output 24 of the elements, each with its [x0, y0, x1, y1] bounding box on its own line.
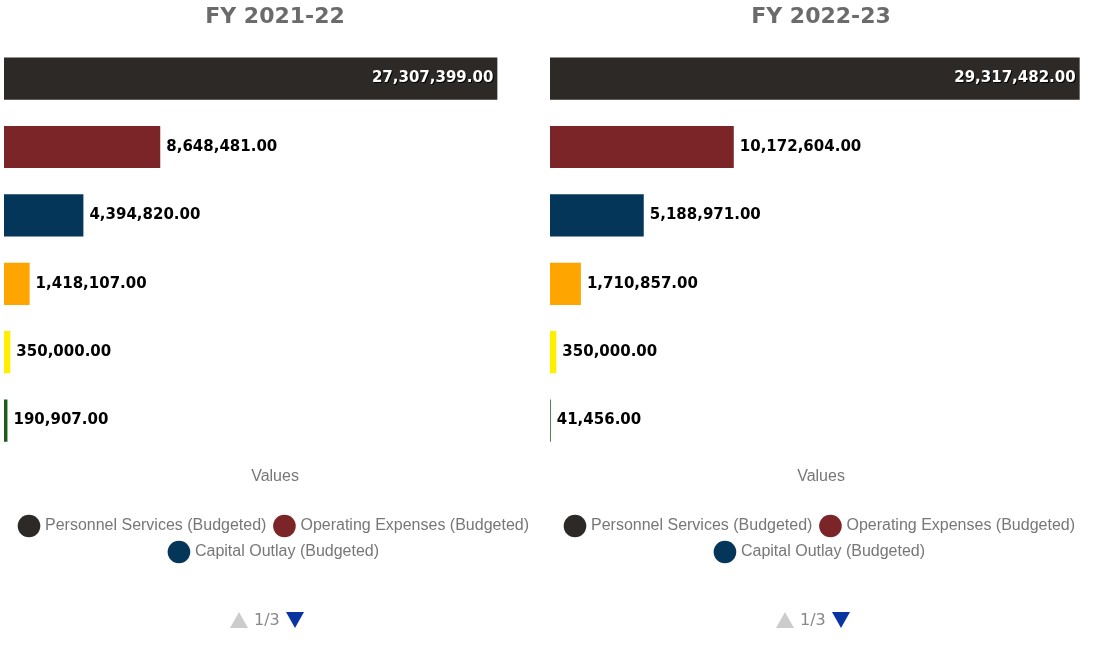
- chart-title: FY 2021-22: [205, 2, 345, 28]
- legend-label: Capital Outlay (Budgeted): [740, 542, 926, 560]
- text: 1/3: [254, 610, 280, 629]
- text: 1/3: [800, 610, 826, 629]
- legend-label: Operating Expenses (Budgeted): [300, 516, 530, 534]
- legend-label: Capital Outlay (Budgeted): [194, 542, 380, 560]
- data-label: 8,648,481.00: [166, 136, 278, 155]
- data-label: 350,000.00: [562, 342, 658, 361]
- legend-label: Operating Expenses (Budgeted): [846, 516, 1076, 534]
- data-label: 1,710,857.00: [586, 273, 698, 292]
- data-label: 41,456.00: [556, 410, 642, 429]
- data-label: 29,317,482.00: [954, 68, 1076, 87]
- data-label: 190,907.00: [13, 410, 109, 429]
- data-label: 10,172,604.00: [739, 136, 862, 155]
- data-label: 350,000.00: [16, 342, 112, 361]
- legend-label: Personnel Services (Budgeted): [590, 516, 813, 534]
- legend-label: Personnel Services (Budgeted): [44, 516, 267, 534]
- legend-title: Values: [251, 467, 299, 485]
- chart-title: FY 2022-23: [751, 2, 891, 28]
- legend-title: Values: [797, 467, 845, 485]
- data-label: 1,418,107.00: [35, 273, 147, 292]
- data-label: 5,188,971.00: [649, 205, 761, 224]
- data-label: 27,307,399.00: [371, 68, 494, 87]
- data-label: 4,394,820.00: [89, 205, 201, 224]
